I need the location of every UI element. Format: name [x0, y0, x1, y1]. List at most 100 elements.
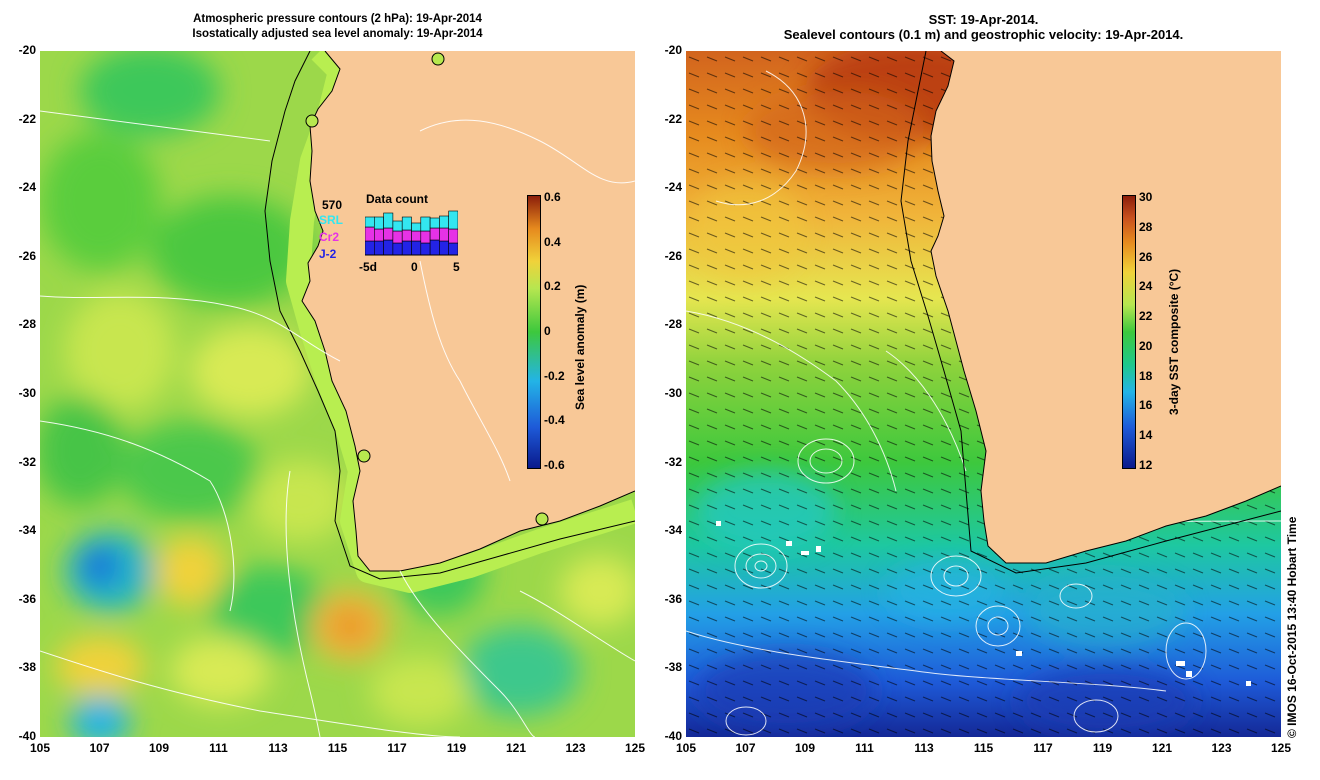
y-axis-tick-label: -24 [664, 180, 682, 195]
imos-credit: © IMOS 16-Oct-2015 13:40 Hobart Time [1285, 516, 1299, 738]
x-axis-tick-label: 117 [1033, 741, 1053, 755]
australia-land [931, 51, 1281, 563]
inset-tick-0: 0 [411, 260, 418, 274]
pressure-contours [40, 110, 635, 737]
data-count-bar [365, 216, 375, 228]
data-count-bar [392, 242, 403, 256]
data-count-bar [374, 228, 384, 242]
y-axis-tick-label: -38 [664, 660, 682, 675]
x-axis-tick-label: 121 [1151, 741, 1173, 755]
data-count-bar [439, 240, 450, 256]
x-axis-tick-label: 115 [973, 741, 994, 755]
y-axis-tick-label: -22 [18, 111, 36, 126]
data-count-bar [429, 239, 440, 256]
x-axis-tick-label: 105 [675, 741, 697, 755]
sla-colorbar-label: Sea level anomaly (m) [573, 284, 587, 410]
data-count-bar [374, 240, 384, 256]
y-axis-tick-label: -36 [18, 591, 36, 606]
data-count-bar [420, 242, 431, 256]
y-axis-tick-label: -28 [18, 317, 36, 332]
colorbar-tick-label: 0.6 [544, 190, 561, 204]
data-count-bar [439, 215, 450, 229]
data-count-inset: 570 Data count SRL Cr2 J-2 -5d 0 5 [316, 192, 466, 282]
tide-gauge-marker[interactable] [431, 52, 445, 66]
colorbar-tick-label: 18 [1139, 368, 1153, 383]
data-count-bar [365, 226, 375, 242]
data-count-bar [448, 242, 458, 256]
right-map-title: SST: 19-Apr-2014. Sealevel contours (0.1… [686, 12, 1281, 42]
y-axis-tick-label: -32 [664, 454, 682, 469]
colorbar-tick-label: 26 [1139, 249, 1153, 264]
shelf-break-line [900, 51, 1281, 574]
data-count-bar [411, 230, 422, 242]
data-count-bar [448, 210, 458, 230]
colorbar-tick-label: 16 [1139, 398, 1153, 413]
data-count-bar [392, 220, 403, 232]
x-axis-tick-label: 125 [1270, 741, 1292, 755]
y-axis-tick-label: -38 [18, 660, 36, 675]
tide-gauge-marker[interactable] [535, 512, 549, 526]
x-axis-tick-label: 109 [794, 741, 816, 755]
colorbar-tick-label: 0.2 [544, 279, 561, 294]
x-axis-tick-label: 123 [1211, 741, 1232, 755]
right-title-line2: Sealevel contours (0.1 m) and geostrophi… [783, 27, 1184, 42]
x-axis-tick-label: 121 [505, 741, 527, 755]
data-count-bar [401, 240, 412, 256]
y-axis-tick-label: -20 [664, 43, 682, 57]
x-axis-tick-label: 111 [855, 741, 874, 755]
y-axis-tick-label: -20 [18, 43, 36, 57]
colorbar-tick-label: 12 [1139, 458, 1153, 472]
coastline [930, 51, 1281, 564]
x-axis-tick-label: 123 [565, 741, 586, 755]
colorbar-tick-label: 20 [1139, 338, 1153, 353]
inset-tick-minus5: -5d [359, 260, 377, 274]
colorbar-tick-label: 0 [544, 324, 551, 338]
sla-field [40, 51, 635, 737]
cloud-gaps [716, 521, 1251, 686]
colorbar-tick-label: 28 [1139, 219, 1153, 234]
data-count-bar [383, 212, 394, 229]
legend-j2: J-2 [319, 247, 337, 261]
y-axis-tick-label: -26 [18, 248, 36, 263]
tide-gauge-marker[interactable] [305, 114, 319, 128]
x-axis-tick-label: 107 [89, 741, 110, 755]
colorbar-tick-label: 0.4 [544, 234, 561, 249]
colorbar-tick-label: -0.2 [544, 368, 565, 383]
right-title-line1: SST: 19-Apr-2014. [928, 12, 1039, 27]
legend-srl: SRL [319, 213, 343, 227]
data-count-bar [401, 216, 412, 231]
y-axis-tick-label: -28 [664, 317, 682, 332]
data-count-total: 570 [322, 198, 343, 212]
x-axis-tick-label: 125 [624, 741, 646, 755]
data-count-bar [374, 216, 384, 230]
data-count-bar [401, 229, 412, 242]
data-count-bar [429, 217, 440, 229]
inset-tick-5: 5 [453, 260, 460, 274]
data-count-bar [439, 227, 450, 242]
shelf-break-line [264, 51, 635, 580]
data-count-bar [411, 240, 422, 256]
sea-level-anomaly-map[interactable] [40, 51, 635, 737]
y-axis-tick-label: -34 [664, 523, 682, 538]
y-axis-tick-label: -24 [18, 180, 36, 195]
x-axis-tick-label: 111 [209, 741, 228, 755]
sst-colorbar [1122, 195, 1136, 469]
colorbar-tick-label: 22 [1139, 309, 1153, 324]
legend-cr2: Cr2 [319, 230, 340, 244]
x-axis-tick-label: 109 [148, 741, 170, 755]
y-axis-tick-label: -34 [18, 523, 36, 538]
y-axis-tick-label: -30 [18, 386, 36, 400]
x-axis-tick-label: 105 [29, 741, 51, 755]
y-axis-tick-label: -22 [664, 111, 682, 126]
x-axis-tick-label: 107 [735, 741, 756, 755]
y-axis-tick-label: -40 [664, 729, 682, 743]
colorbar-tick-label: 14 [1139, 428, 1153, 443]
tide-gauge-marker[interactable] [357, 449, 371, 463]
x-axis-tick-label: 119 [1092, 741, 1113, 755]
coastline [301, 51, 635, 572]
data-count-bar [383, 239, 394, 256]
x-axis-tick-label: 117 [387, 741, 407, 755]
data-count-title: Data count [366, 192, 429, 206]
data-count-bar [420, 216, 431, 232]
sst-map[interactable] [686, 51, 1281, 737]
